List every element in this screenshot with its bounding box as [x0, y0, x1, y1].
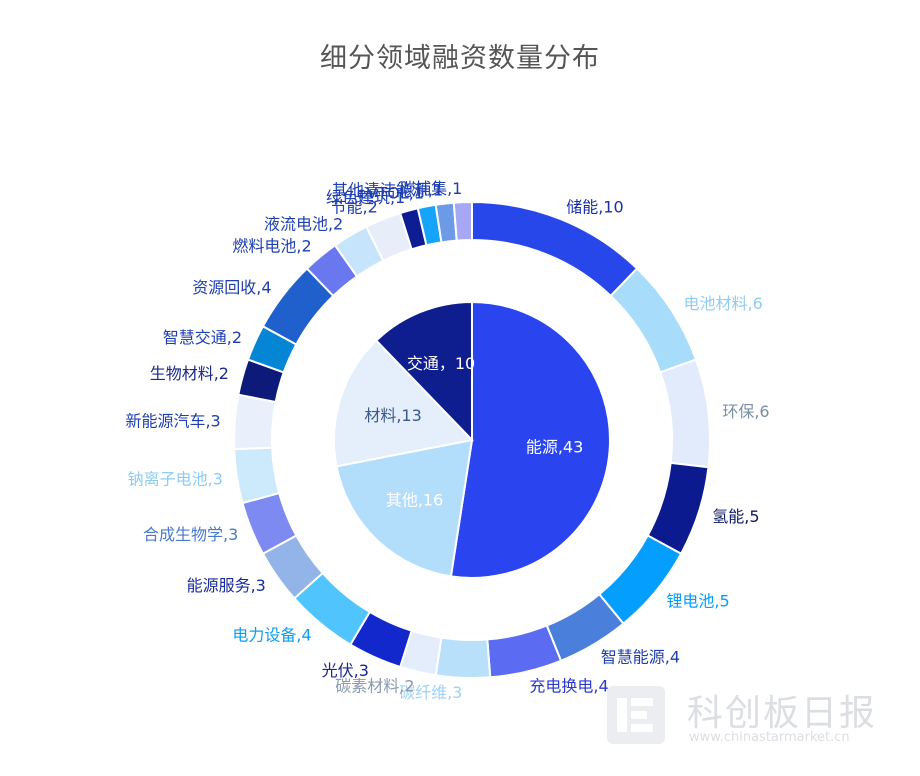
watermark-name: 科创板日报: [687, 693, 878, 734]
outer-label-16: 智慧交通,2: [163, 328, 242, 347]
inner-slice-1: [335, 438, 474, 578]
watermark-logo-icon: [607, 686, 665, 744]
outer-label-3: 氢能,5: [712, 507, 759, 526]
outer-label-9: 光伏,3: [322, 661, 369, 680]
outer-label-14: 新能源汽车,3: [125, 412, 220, 431]
inner-label-3: 交通，10: [407, 354, 475, 373]
outer-label-21: 绿色建筑,1: [326, 188, 405, 207]
outer-label-7: 碳纤维,3: [399, 683, 462, 702]
outer-label-24: 碳捕集,1: [399, 179, 462, 198]
outer-label-5: 智慧能源,4: [601, 648, 680, 667]
outer-label-17: 资源回收,4: [192, 278, 271, 297]
outer-slice-6: [486, 624, 563, 679]
outer-label-11: 能源服务,3: [187, 576, 266, 595]
outer-label-22: eVTOL,1: [357, 184, 424, 203]
inner-slice-3: [374, 300, 473, 443]
outer-label-15: 生物材料,2: [150, 364, 229, 383]
outer-label-20: 节能,2: [331, 197, 378, 216]
inner-label-1: 其他,16: [386, 491, 443, 510]
outer-slice-14: [233, 393, 277, 451]
inner-label-0: 能源,43: [526, 437, 583, 456]
watermark-url: www.chinastarmarket.cn: [689, 730, 850, 745]
outer-slice-13: [233, 446, 281, 505]
outer-label-4: 锂电池,5: [666, 591, 729, 610]
outer-label-18: 燃料电池,2: [232, 237, 311, 256]
outer-slice-7: [434, 636, 492, 679]
outer-label-12: 合成生物学,3: [143, 525, 238, 544]
outer-label-8: 碳素材料,2: [335, 676, 414, 695]
watermark: 科创板日报 www.chinastarmarket.cn: [605, 684, 895, 754]
outer-label-23: 其他清洁能源,1: [332, 181, 443, 200]
outer-label-0: 储能,10: [566, 197, 623, 216]
outer-label-1: 电池材料,6: [684, 294, 763, 313]
outer-label-10: 电力设备,4: [232, 625, 311, 644]
outer-slice-24: [452, 200, 473, 242]
outer-label-13: 钠离子电池,3: [128, 469, 223, 488]
inner-slice-0: [449, 300, 611, 579]
chart-title: 细分领域融资数量分布: [320, 43, 600, 74]
outer-label-6: 充电换电,4: [529, 676, 608, 695]
outer-slice-2: [658, 358, 711, 469]
outer-label-2: 环保,6: [722, 402, 769, 421]
inner-label-2: 材料,13: [364, 406, 421, 425]
outer-slice-1: [609, 267, 698, 374]
outer-label-19: 液流电池,2: [264, 214, 343, 233]
inner-slice-2: [333, 339, 474, 468]
